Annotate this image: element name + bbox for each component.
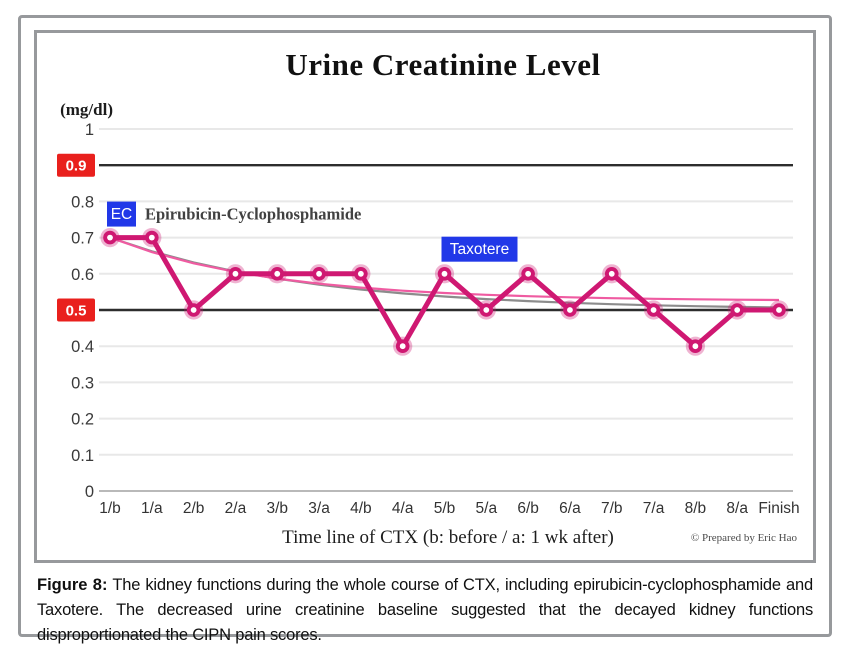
x-tick-label: 7/b	[601, 500, 623, 517]
data-point	[602, 264, 622, 284]
data-point	[518, 264, 538, 284]
trendlines	[109, 236, 780, 309]
annotation-badge	[441, 236, 518, 262]
x-tick-label: 6/b	[517, 500, 539, 517]
x-tick-label: 4/b	[350, 500, 372, 517]
chart-title: Urine Creatinine Level	[285, 47, 601, 82]
x-tick-label: 8/b	[685, 500, 707, 517]
y-tick-label: 0.4	[71, 338, 94, 356]
trend-pink	[109, 236, 780, 302]
annotation-ec: EC Epirubicin-Cyclophosphamide	[107, 201, 361, 227]
x-tick-label: 2/b	[183, 500, 205, 517]
y-tick-label: 0	[85, 483, 94, 501]
data-point	[643, 300, 664, 320]
y-axis-unit-label: (mg/dl)	[60, 100, 113, 119]
data-point	[769, 300, 789, 320]
y-tick-label-highlighted: 0.5	[66, 303, 87, 320]
data-point	[476, 300, 496, 320]
x-tick-label: 3/b	[266, 500, 288, 517]
data-point	[434, 264, 455, 284]
y-tick-label: 0.2	[71, 411, 94, 429]
x-tick-label: 5/a	[476, 500, 498, 517]
y-tick-label: 0.8	[71, 193, 94, 211]
x-tick-label: 4/a	[392, 500, 414, 517]
data-point	[351, 264, 371, 284]
x-tick-label: 1/b	[99, 500, 121, 517]
x-tick-label: 1/a	[141, 500, 163, 517]
figure-card: Urine Creatinine Level (mg/dl) 1 0.9 0.8 0.7…	[18, 15, 832, 644]
y-tick-label-highlighted: 0.9	[66, 158, 87, 175]
data-point	[560, 300, 580, 320]
figure-caption: Figure 8: The kidney functions during th…	[37, 573, 813, 648]
data-point	[142, 228, 162, 248]
x-tick-label: 2/a	[225, 500, 247, 517]
highlighted-tick-box	[57, 153, 95, 177]
y-tick-label: 0.3	[71, 374, 94, 392]
credit-note: © Prepared by Eric Hao	[690, 532, 797, 544]
chart-svg: (mg/dl) 1 0.9 0.8 0.7 0.6 0.5 0.4 0.3 0.2 0.1 0 EC Ep…	[57, 100, 800, 517]
data-point	[393, 336, 413, 356]
y-axis-unit-label: (mg/dl)	[60, 100, 113, 119]
x-tick-label: 7/a	[643, 500, 665, 517]
data-point	[309, 264, 329, 284]
figure-caption-label: Figure 8:	[37, 576, 108, 594]
data-point	[727, 300, 747, 320]
chart-figure: Urine Creatinine Level (mg/dl) 1 0.9 0.8 0.7…	[34, 30, 816, 563]
y-tick-label: 0.1	[71, 447, 94, 465]
data-point	[100, 228, 120, 248]
x-tick-label: 3/a	[308, 500, 330, 517]
figure-caption-text: The kidney functions during the whole co…	[37, 576, 813, 645]
x-tick-label: 8/a	[726, 500, 748, 517]
annotation-text: Epirubicin-Cyclophosphamide	[145, 205, 361, 224]
x-tick-label: 5/b	[434, 500, 456, 517]
annotation-badge-label: EC	[111, 206, 133, 223]
y-axis-ticks: 1 0.9 0.8 0.7 0.6 0.5 0.4 0.3 0.2 0.1 0	[57, 121, 95, 501]
data-point-markers	[100, 228, 789, 356]
x-axis-labels: 1/b 1/a 2/b 2/a 3/b 3/a 4/b 4/a 5/b 5/a 6/b 6/a 7/b 7…	[99, 500, 799, 517]
annotation-taxotere: Taxotere	[441, 236, 518, 262]
data-point	[225, 264, 246, 284]
x-tick-label: Finish	[758, 500, 799, 517]
data-point	[267, 264, 287, 284]
data-point	[685, 336, 705, 356]
y-tick-label: 0.7	[71, 230, 94, 248]
y-tick-label: 0.6	[71, 266, 94, 284]
annotation-badge-label: Taxotere	[450, 241, 509, 258]
data-point	[184, 300, 204, 320]
x-tick-label: 6/a	[559, 500, 581, 517]
annotation-badge	[107, 201, 136, 227]
x-axis-title-row: Time line of CTX (b: before / a: 1 wk af…	[37, 527, 813, 553]
y-tick-label: 1	[85, 121, 94, 139]
highlighted-tick-box	[57, 298, 95, 322]
x-axis-title: Time line of CTX (b: before / a: 1 wk af…	[282, 527, 614, 548]
